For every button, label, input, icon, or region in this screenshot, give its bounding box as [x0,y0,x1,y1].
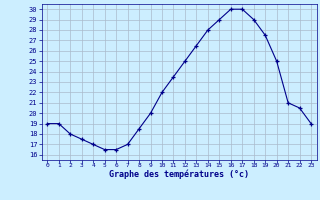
X-axis label: Graphe des températures (°c): Graphe des températures (°c) [109,170,249,179]
